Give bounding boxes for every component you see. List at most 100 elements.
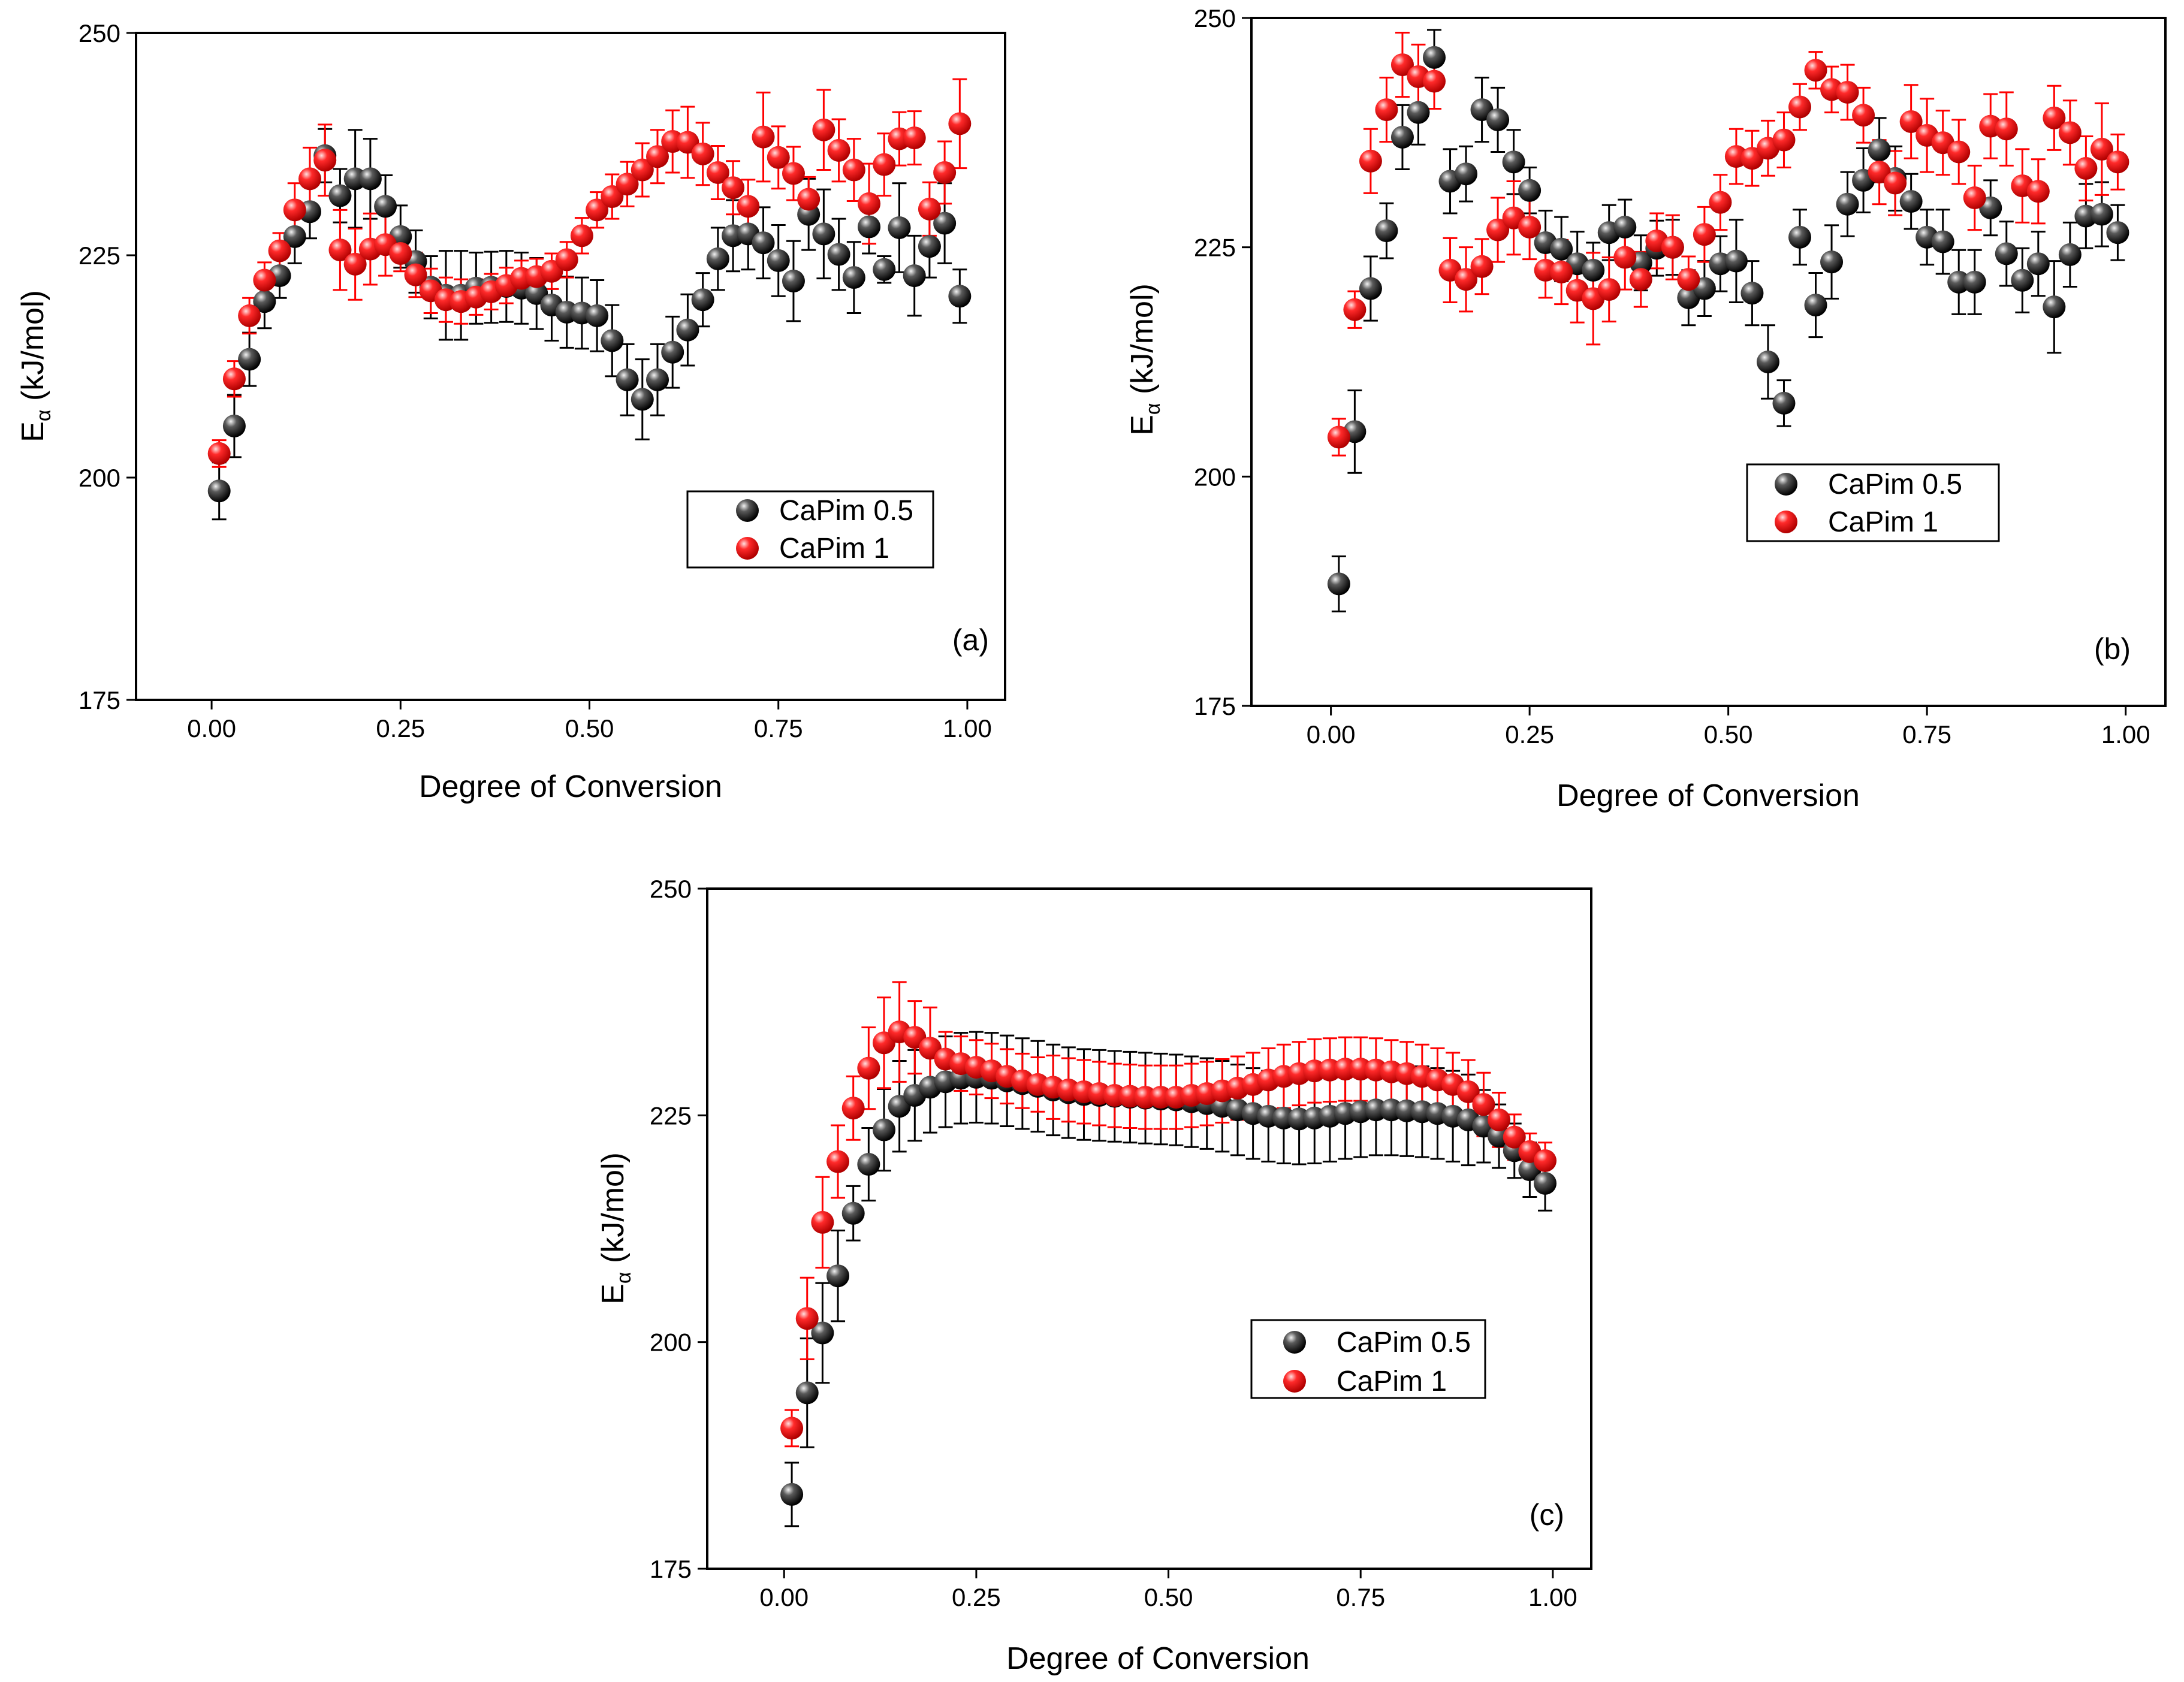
panel-c-legend: CaPim 0.5 CaPim 1 — [1250, 1319, 1486, 1399]
panel-c-errorbars — [785, 981, 1553, 1527]
panel-a-point-capim-0-5 — [767, 249, 790, 272]
panel-c-y-tick-label: 175 — [650, 1555, 692, 1583]
panel-b-point-capim-0-5 — [1455, 162, 1478, 186]
panel-b-point-capim-1 — [1597, 278, 1621, 301]
panel-c-legend-marker-capim-1 — [1283, 1370, 1306, 1393]
panel-c-point-capim-0-5 — [1534, 1171, 1557, 1195]
panel-b-point-capim-1 — [1455, 268, 1478, 291]
panel-b-point-capim-1 — [1359, 149, 1382, 173]
panel-a-point-capim-1 — [722, 176, 745, 200]
panel-a-legend-marker-capim-1 — [736, 537, 759, 560]
panel-a-x-tick-label: 0.75 — [754, 714, 803, 742]
panel-a-legend-label-capim-1: CaPim 1 — [779, 533, 889, 564]
panel-a-point-capim-1 — [389, 242, 412, 265]
panel-a-point-capim-1 — [601, 185, 624, 209]
panel-a-point-capim-1 — [328, 238, 352, 262]
panel-b-legend-label-capim-1: CaPim 1 — [1828, 506, 1938, 538]
panel-c-point-capim-1 — [841, 1097, 865, 1120]
panel-a-point-capim-0-5 — [586, 304, 609, 327]
panel-c-point-capim-1 — [1456, 1080, 1480, 1103]
panel-c-x-tick-label: 0.25 — [952, 1583, 1001, 1611]
panel-b-point-capim-0-5 — [1788, 225, 1811, 249]
panel-b-point-capim-1 — [2043, 106, 2066, 129]
panel-c-point-capim-0-5 — [780, 1482, 804, 1506]
panel-c-point-capim-1 — [1472, 1093, 1495, 1116]
panel-a-point-capim-1 — [631, 158, 654, 182]
panel-c-point-capim-1 — [857, 1056, 880, 1080]
panel-b-point-capim-1 — [1995, 117, 2018, 141]
panel-b-point-capim-1 — [2106, 150, 2129, 174]
panel-a-frame — [135, 32, 1006, 701]
panel-a-point-capim-1 — [268, 239, 291, 262]
panel-b-point-capim-0-5 — [1804, 294, 1827, 317]
panel-a-point-capim-0-5 — [253, 290, 276, 313]
panel-a-point-capim-0-5 — [238, 348, 261, 371]
panel-b-point-capim-1 — [1390, 53, 1414, 77]
panel-a-y-tick-label: 200 — [79, 464, 120, 492]
panel-b-point-capim-1 — [1693, 223, 1716, 246]
panel-a-point-capim-0-5 — [374, 195, 397, 218]
panel-b-legend-label-capim-0-5: CaPim 0.5 — [1828, 469, 1962, 500]
panel-a-point-capim-1 — [253, 268, 276, 292]
panel-a-point-capim-1 — [404, 263, 427, 286]
panel-c-point-capim-0-5 — [811, 1321, 834, 1345]
panel-a-point-capim-0-5 — [752, 231, 775, 255]
panel-b: 0.00 0.25 0.50 0.75 1.00 175 200 225 250 Degree … — [1125, 4, 2167, 813]
panel-b-point-capim-0-5 — [2026, 252, 2050, 276]
panel-a-point-capim-1 — [691, 142, 714, 165]
panel-a-point-capim-0-5 — [873, 258, 896, 281]
panel-c-points — [780, 1020, 1557, 1506]
panel-b-point-capim-0-5 — [1995, 242, 2018, 265]
panel-b-point-capim-1 — [1518, 215, 1542, 238]
panel-b-point-capim-0-5 — [1772, 391, 1796, 415]
panel-a-point-capim-0-5 — [706, 247, 729, 270]
panel-b-frame — [1250, 17, 2167, 707]
panel-a-point-capim-1 — [858, 192, 881, 215]
panel-b-point-capim-0-5 — [1820, 250, 1844, 274]
panel-c-legend-marker-capim-0-5 — [1283, 1331, 1306, 1354]
panel-b-x-tick-label: 0.50 — [1704, 720, 1753, 748]
panel-a-point-capim-0-5 — [691, 288, 714, 312]
panel-b-x-tick-label: 0.00 — [1307, 720, 1356, 748]
panel-a-y-axis-unit: (kJ/mol) — [16, 290, 50, 409]
panel-c-y-axis-subscript: α — [613, 1272, 635, 1284]
panel-b-y-tick-label: 200 — [1194, 463, 1236, 491]
panel-b-point-capim-1 — [1788, 95, 1811, 119]
panel-b-point-capim-0-5 — [1947, 270, 1971, 294]
panel-c-point-capim-1 — [811, 1210, 834, 1234]
panel-a-point-capim-1 — [646, 145, 669, 168]
panel-c-legend-label-capim-0-5: CaPim 0.5 — [1337, 1327, 1471, 1358]
panel-a-y-tick-label: 175 — [79, 686, 120, 714]
panel-a-point-capim-0-5 — [646, 368, 669, 391]
panel-a-point-capim-1 — [222, 367, 246, 391]
panel-c-y-tick-label: 225 — [650, 1101, 692, 1130]
panel-a-point-capim-1 — [873, 153, 896, 176]
panel-b-point-capim-0-5 — [1486, 108, 1510, 131]
panel-a-point-capim-0-5 — [631, 388, 654, 411]
panel-b-point-capim-0-5 — [2043, 295, 2066, 319]
panel-a-point-capim-1 — [207, 442, 231, 465]
panel-b-point-capim-1 — [1963, 186, 1986, 210]
panel-a-point-capim-0-5 — [782, 270, 805, 293]
panel-b-y-axis-subscript: α — [1142, 403, 1165, 415]
panel-b-point-capim-0-5 — [1613, 215, 1637, 238]
panel-b-point-capim-1 — [1486, 218, 1510, 241]
panel-b-point-capim-0-5 — [1423, 46, 1446, 69]
panel-b-point-capim-0-5 — [1390, 125, 1414, 149]
panel-a-point-capim-0-5 — [207, 479, 231, 503]
panel-b-point-capim-1 — [1470, 255, 1494, 278]
panel-b-y-tick-label: 250 — [1194, 4, 1236, 32]
panel-b-point-capim-0-5 — [1502, 150, 1525, 174]
panel-c-point-capim-1 — [1503, 1125, 1526, 1149]
panel-a-point-capim-0-5 — [903, 264, 926, 288]
panel-c-point-capim-1 — [795, 1307, 819, 1330]
panel-a-point-capim-1 — [797, 188, 820, 211]
panel-b-point-capim-1 — [1709, 191, 1732, 214]
panel-b-point-capim-1 — [1375, 98, 1398, 122]
panel-c-y-axis-unit: (kJ/mol) — [596, 1152, 631, 1272]
panel-a-point-capim-0-5 — [601, 329, 624, 352]
panel-b-point-capim-0-5 — [1756, 351, 1779, 373]
panel-c-label: (c) — [1530, 1498, 1564, 1532]
panel-a-y-axis-symbol: E — [16, 421, 50, 442]
